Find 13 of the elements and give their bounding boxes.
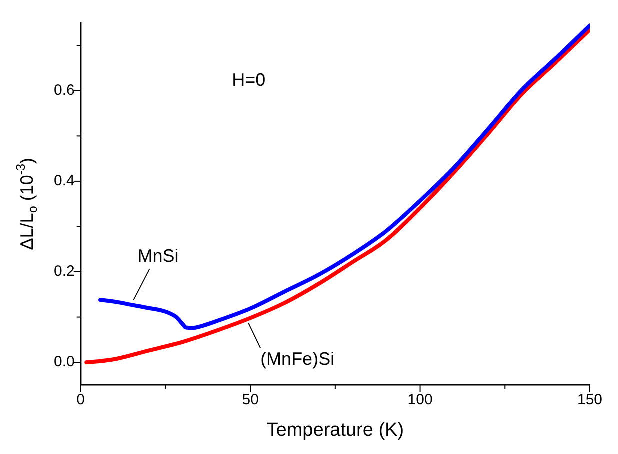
x-axis-title: Temperature (K)	[266, 420, 404, 441]
annotation: H=0	[232, 70, 266, 90]
text: MnSi	[138, 246, 179, 266]
y-axis-title: ΔL/Lo (10-3)	[14, 158, 40, 250]
y-tick-label: 0.0	[54, 354, 75, 371]
x-tick-label: 50	[242, 391, 259, 408]
y-tick-label: 0.2	[54, 263, 75, 280]
y-tick-label: 0.6	[54, 82, 75, 100]
y-tick-label: 0.4	[54, 172, 75, 190]
x-tick-label: 0	[76, 391, 86, 408]
x-tick-label: 150	[577, 391, 603, 408]
x-tick-label: 100	[408, 391, 433, 408]
series-label: (MnFe)Si	[260, 349, 335, 370]
